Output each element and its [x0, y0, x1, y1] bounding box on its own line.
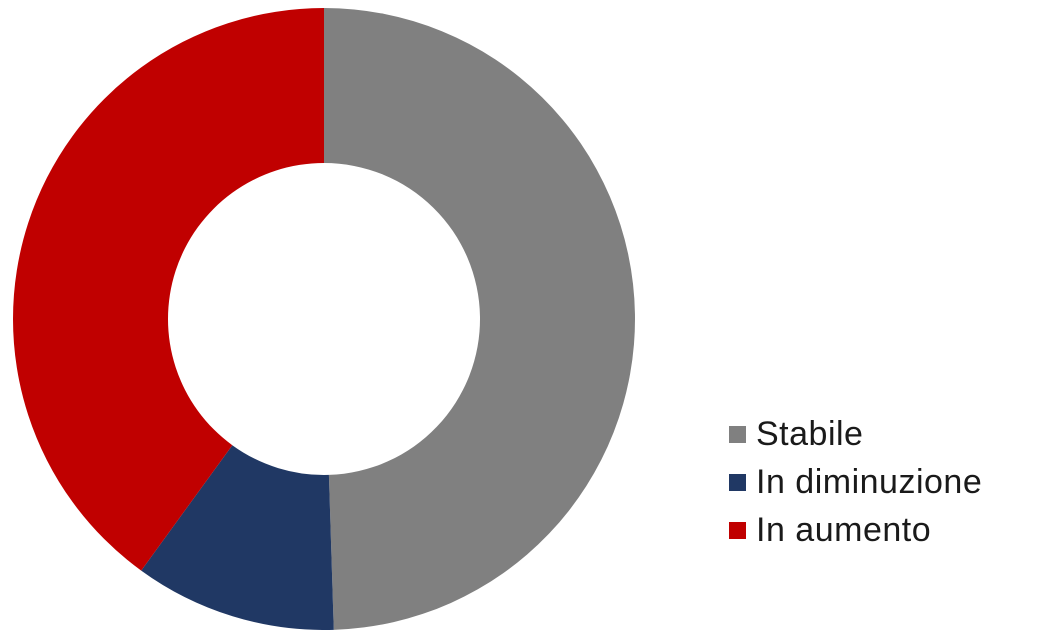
legend-label-in-diminuzione: In diminuzione — [756, 463, 983, 501]
legend-swatch-in-aumento — [729, 521, 746, 539]
legend-swatch-in-diminuzione — [729, 473, 746, 491]
legend-item-stabile: Stabile — [729, 410, 1039, 458]
legend-swatch-stabile — [729, 425, 746, 443]
slice-in-aumento — [12, 8, 325, 571]
legend-label-in-aumento: In aumento — [756, 511, 932, 549]
donut-slices — [12, 8, 636, 630]
legend-label-stabile: Stabile — [756, 415, 864, 453]
slice-stabile — [324, 8, 636, 630]
donut-chart — [12, 8, 636, 630]
slice-in-diminuzione — [141, 445, 334, 630]
chart-legend: Stabile In diminuzione In aumento — [729, 410, 1039, 554]
legend-item-in-aumento: In aumento — [729, 506, 1039, 554]
legend-item-in-diminuzione: In diminuzione — [729, 458, 1039, 506]
